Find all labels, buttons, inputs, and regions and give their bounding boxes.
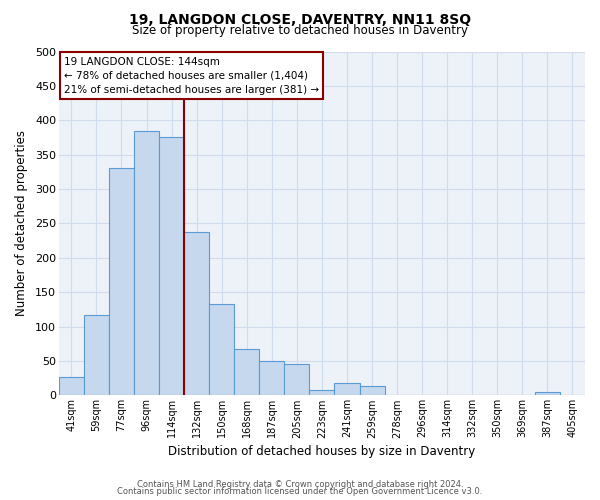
Bar <box>259 361 284 396</box>
Bar <box>184 232 209 396</box>
Bar <box>234 348 259 396</box>
Text: 19 LANGDON CLOSE: 144sqm
← 78% of detached houses are smaller (1,404)
21% of sem: 19 LANGDON CLOSE: 144sqm ← 78% of detach… <box>64 56 319 94</box>
Text: Contains public sector information licensed under the Open Government Licence v3: Contains public sector information licen… <box>118 487 482 496</box>
Bar <box>359 386 385 396</box>
Bar <box>284 364 310 396</box>
Bar <box>334 383 359 396</box>
Bar <box>159 138 184 396</box>
Text: Contains HM Land Registry data © Crown copyright and database right 2024.: Contains HM Land Registry data © Crown c… <box>137 480 463 489</box>
Bar <box>535 392 560 396</box>
Text: Size of property relative to detached houses in Daventry: Size of property relative to detached ho… <box>132 24 468 37</box>
Bar <box>310 390 334 396</box>
Bar <box>109 168 134 396</box>
Y-axis label: Number of detached properties: Number of detached properties <box>15 130 28 316</box>
X-axis label: Distribution of detached houses by size in Daventry: Distribution of detached houses by size … <box>168 444 476 458</box>
Bar <box>209 304 234 396</box>
Text: 19, LANGDON CLOSE, DAVENTRY, NN11 8SQ: 19, LANGDON CLOSE, DAVENTRY, NN11 8SQ <box>129 12 471 26</box>
Bar <box>84 315 109 396</box>
Bar <box>134 130 159 396</box>
Bar <box>59 377 84 396</box>
